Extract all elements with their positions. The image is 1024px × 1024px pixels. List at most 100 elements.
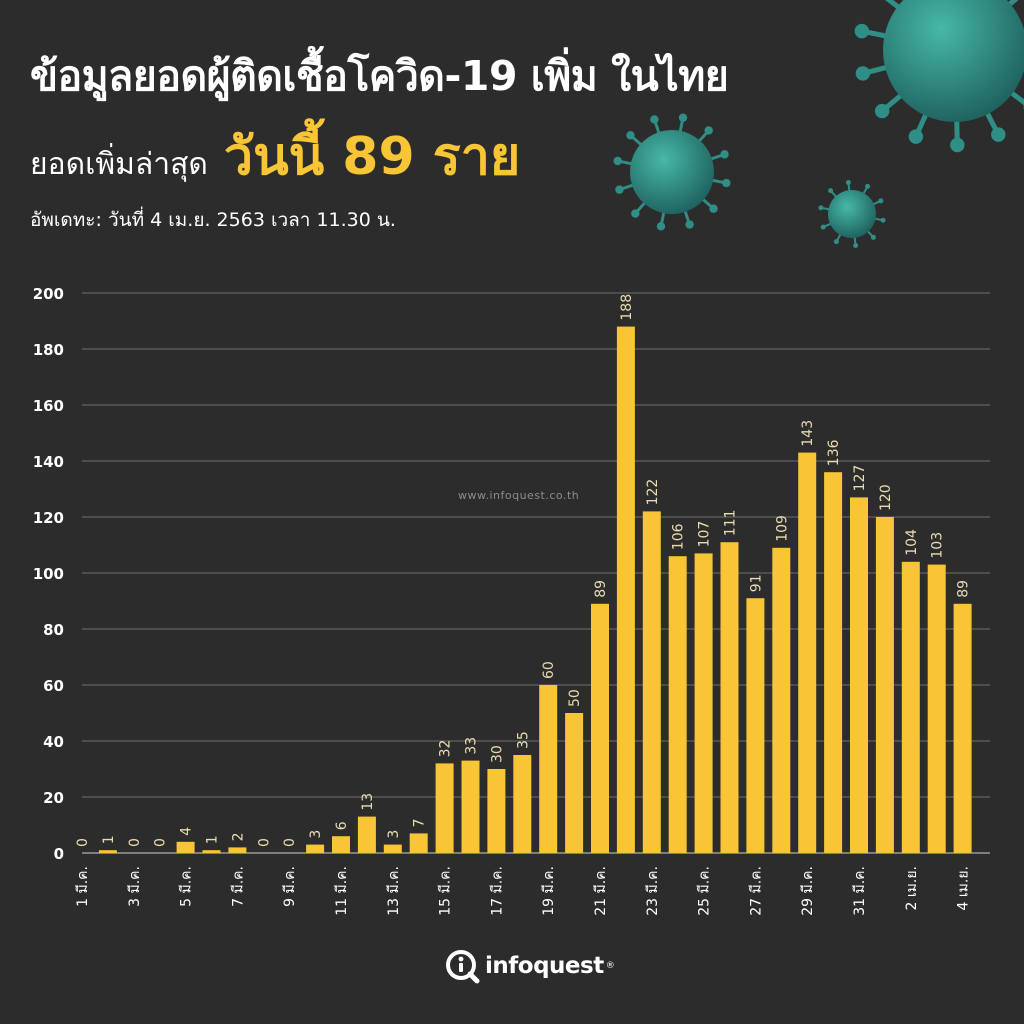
bar-value-label: 89	[593, 580, 609, 598]
y-tick-label: 120	[33, 509, 64, 527]
x-tick-label: 9 มี.ค.	[282, 866, 298, 907]
y-tick-label: 80	[43, 621, 64, 639]
x-tick-label: 7 มี.ค.	[230, 866, 246, 907]
bar	[798, 452, 817, 853]
bar	[565, 713, 584, 853]
x-tick-label: 27 มี.ค.	[748, 866, 764, 916]
bar-value-label: 122	[645, 479, 661, 506]
magnifier-info-icon	[446, 950, 480, 984]
bar-value-label: 0	[127, 838, 143, 847]
bar	[383, 844, 402, 853]
update-timestamp: อัพเดทะ: วันที่ 4 เม.ย. 2563 เวลา 11.30 …	[30, 209, 396, 231]
bar	[332, 836, 350, 853]
x-tick-label: 13 มี.ค.	[386, 866, 402, 916]
y-tick-label: 180	[33, 341, 64, 359]
bar-value-label: 13	[360, 793, 376, 811]
bar-value-label: 0	[153, 838, 169, 847]
bar-value-label: 50	[567, 689, 583, 707]
x-tick-label: 23 มี.ค.	[645, 866, 661, 916]
bar-value-label: 104	[904, 529, 920, 556]
bar-value-label: 143	[800, 420, 816, 447]
bar-value-label: 60	[541, 661, 557, 679]
bar	[772, 547, 791, 853]
bar	[487, 769, 506, 853]
bar-value-label: 30	[489, 745, 505, 763]
x-tick-label: 11 มี.ค.	[334, 866, 350, 916]
bar-value-label: 1	[205, 835, 221, 844]
bar	[824, 472, 843, 853]
bar-value-label: 127	[852, 465, 868, 492]
bar-value-label: 4	[179, 827, 195, 836]
bar	[435, 763, 454, 853]
bar	[746, 598, 765, 853]
infoquest-logo: infoquest ®	[444, 948, 615, 984]
y-tick-label: 20	[43, 789, 64, 807]
bar-value-label: 120	[878, 484, 894, 511]
bar-value-label: 188	[619, 294, 635, 321]
x-tick-label: 19 มี.ค.	[541, 866, 557, 916]
logo-text: infoquest	[485, 953, 604, 979]
y-tick-label: 100	[33, 565, 64, 583]
x-tick-label: 2 เม.ย.	[904, 866, 920, 910]
x-tick-label: 29 มี.ค.	[800, 866, 816, 916]
subtitle: ยอดเพิ่มล่าสุด วันนี้ 89 ราย	[30, 114, 520, 197]
bar-value-label: 3	[308, 830, 324, 839]
logo-registered-mark: ®	[605, 961, 615, 971]
bar-value-label: 103	[930, 532, 946, 559]
y-tick-label: 0	[54, 845, 64, 863]
bar-value-label: 91	[748, 574, 764, 592]
bar	[357, 816, 376, 853]
bar-value-label: 33	[464, 737, 480, 755]
x-tick-label: 1 มี.ค.	[75, 866, 91, 907]
subtitle-highlight: วันนี้ 89 ราย	[223, 127, 521, 187]
bar	[642, 511, 661, 853]
virus-large	[854, 0, 1024, 153]
bar-value-label: 1	[101, 835, 117, 844]
bar-value-label: 2	[230, 832, 246, 841]
x-tick-label: 17 มี.ค.	[489, 866, 505, 916]
page-title: ข้อมูลยอดผู้ติดเชื้อโควิด-19 เพิ่ม ในไทย	[30, 52, 729, 100]
y-tick-label: 140	[33, 453, 64, 471]
bar	[875, 517, 894, 853]
bar-value-label: 6	[334, 821, 350, 830]
bar-value-label: 35	[515, 731, 531, 749]
bar-value-label: 3	[386, 830, 402, 839]
bar-value-label: 136	[826, 439, 842, 466]
bar-value-label: 111	[723, 509, 739, 536]
x-tick-label: 31 มี.ค.	[852, 866, 868, 916]
bar-value-label: 106	[671, 523, 687, 550]
x-tick-label: 3 มี.ค.	[127, 866, 143, 907]
x-tick-label: 21 มี.ค.	[593, 866, 609, 916]
bar	[228, 847, 247, 853]
x-tick-label: 25 มี.ค.	[697, 866, 713, 916]
y-tick-label: 40	[43, 733, 64, 751]
bar	[98, 850, 117, 853]
subtitle-prefix: ยอดเพิ่มล่าสุด	[30, 147, 208, 182]
bar	[720, 542, 739, 853]
bar-value-label: 107	[697, 521, 713, 548]
bar	[461, 760, 480, 853]
virus-medium	[613, 113, 731, 231]
x-tick-label: 4 เม.ย.	[956, 866, 972, 910]
bar	[176, 841, 195, 853]
bar	[850, 497, 868, 853]
x-tick-label: 5 มี.ค.	[179, 866, 195, 907]
bar	[927, 564, 946, 853]
bar	[616, 326, 635, 854]
bar-value-label: 109	[774, 515, 790, 542]
bar	[306, 844, 325, 853]
bar-value-label: 89	[956, 580, 972, 598]
bar	[539, 685, 558, 853]
virus-small	[818, 180, 886, 248]
bar-value-label: 32	[438, 740, 454, 758]
bar	[202, 850, 221, 853]
y-tick-label: 200	[33, 285, 64, 303]
bar	[409, 833, 428, 853]
bar	[694, 553, 713, 853]
bar	[668, 556, 687, 853]
bar-value-label: 0	[256, 838, 272, 847]
bar	[513, 755, 532, 853]
y-tick-label: 60	[43, 677, 64, 695]
